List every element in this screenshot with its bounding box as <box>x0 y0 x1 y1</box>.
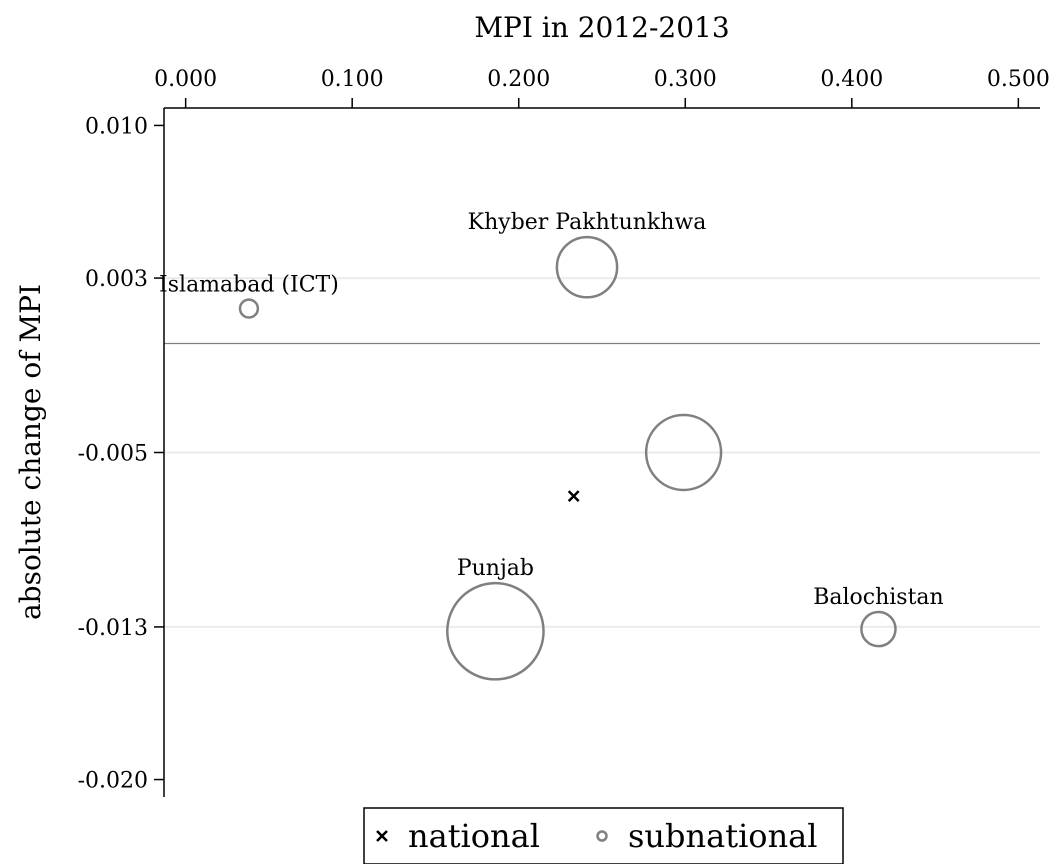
y-ticks: 0.010 0.003 -0.005 -0.013 -0.020 <box>78 114 164 794</box>
y-tick-label: 0.003 <box>85 267 148 292</box>
x-ticks: 0.000 0.100 0.200 0.300 0.400 0.500 <box>154 67 1050 108</box>
legend-box <box>363 807 844 864</box>
point-label: Punjab <box>457 556 534 581</box>
point-labels: Islamabad (ICT) Khyber Pakhtunkhwa Punjab B… <box>159 210 944 610</box>
y-tick-label: -0.020 <box>78 769 148 794</box>
subnational-point-marker <box>860 610 897 648</box>
x-tick-label: 0.300 <box>654 67 717 92</box>
legend-label-national: national <box>408 817 540 855</box>
subnational-point-marker <box>238 298 260 319</box>
subnational-point-marker <box>644 413 723 492</box>
subnational-point-marker <box>555 235 619 299</box>
y-tick-label: -0.013 <box>78 616 148 641</box>
data-points <box>238 235 897 681</box>
legend-label-subnational: subnational <box>628 817 817 855</box>
x-tick-label: 0.500 <box>987 67 1050 92</box>
point-label: Islamabad (ICT) <box>159 273 339 298</box>
legend: national subnational <box>363 807 844 864</box>
x-tick-label: 0.400 <box>820 67 883 92</box>
point-label: Khyber Pakhtunkhwa <box>468 210 707 235</box>
legend-x-marker-icon <box>376 830 388 842</box>
national-point-marker <box>567 490 580 502</box>
x-axis-title: MPI in 2012-2013 <box>474 11 729 44</box>
y-axis-title: absolute change of MPI <box>14 284 47 620</box>
x-tick-label: 0.000 <box>154 67 217 92</box>
legend-entry-subnational: subnational <box>596 817 817 855</box>
subnational-point-marker <box>446 581 545 681</box>
y-tick-label: 0.010 <box>85 114 148 139</box>
legend-circle-marker-icon <box>596 830 608 842</box>
point-label: Balochistan <box>813 585 944 610</box>
legend-entry-national: national <box>376 817 540 855</box>
x-tick-label: 0.100 <box>321 67 384 92</box>
y-tick-label: -0.005 <box>78 442 148 467</box>
x-tick-label: 0.200 <box>487 67 550 92</box>
gridlines <box>164 277 1040 628</box>
